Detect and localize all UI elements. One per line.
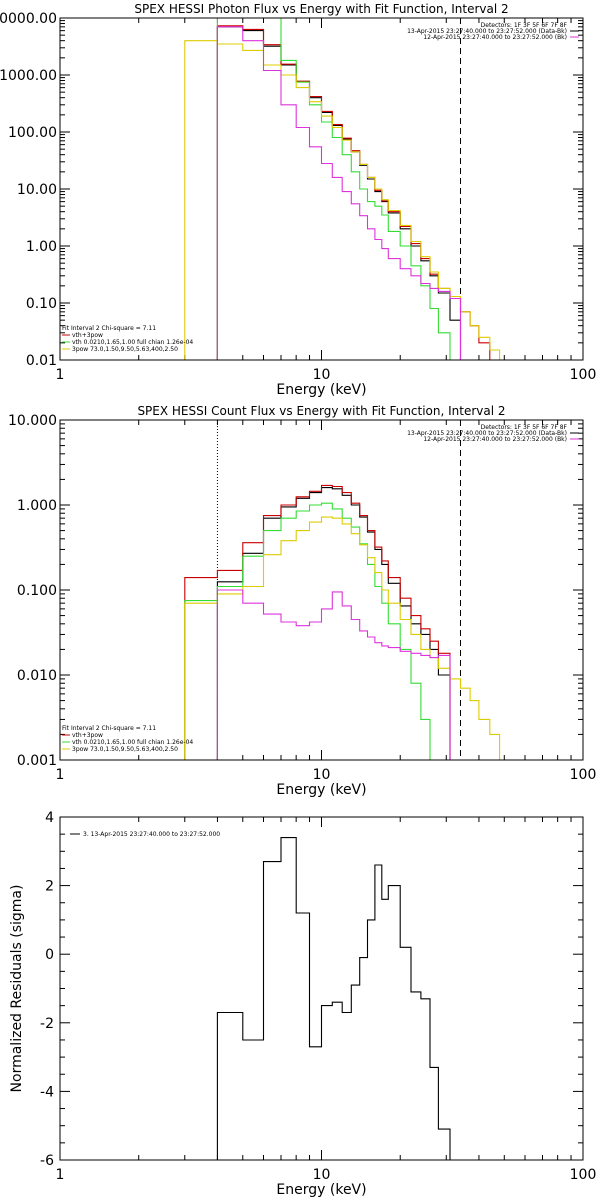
plot-frame [59,419,584,761]
chart-3: 1 10 100 Energy (keV) -6 -4 -2 0 2 4 Normalized Re… [9,810,596,1198]
legend-entry: Detectors: 1F 3F 5F 6F 7F 8F [481,424,568,431]
x-tick-label: 1 [56,367,65,383]
legend-entry: Fit Interval 2 Chi-square = 7.11 [62,725,156,732]
legend-entry: vth+3pow [72,732,103,739]
y-tick-label: -2 [40,1016,54,1032]
x-axis-label: Energy (keV) [276,1182,366,1198]
y-tick-label: -6 [40,1153,54,1169]
y-tick-label: 10000.00 [0,11,57,27]
legend-entry: vth 0.0210,1.65,1.00 full chian 1.26e-04 [72,739,193,746]
legend-entry: 3pow 73.0,1.50,9.50,5.63,400,2.50 [72,346,178,353]
y-tick-label: 4 [45,810,54,826]
x-tick-label: 1 [56,767,65,783]
series-line [216,837,462,1160]
y-tick-label: 0 [45,947,54,963]
series-line [216,18,462,360]
legend-entry: 3pow 73.0,1.50,9.50,5.63,400,2.50 [72,746,178,753]
y-tick-label: 10.000 [8,413,57,429]
y-tick-label: 0.100 [17,583,57,599]
x-tick-label: 100 [570,367,597,383]
x-tick-label: 100 [570,1167,597,1183]
y-axis-label: Normalized Residuals (sigma) [9,885,25,1093]
x-tick-label: 1 [56,1167,65,1183]
legend-entry: 13-Apr-2015 23:27:40.000 to 23:27:52.000… [407,28,567,35]
series-line [216,26,462,360]
y-tick-label: 0.01 [26,353,57,369]
y-tick-label: 0.010 [17,668,57,684]
y-tick-label: 2 [45,879,54,895]
plot-frame [59,816,584,1161]
chart-title: SPEX HESSI Photon Flux vs Energy with Fi… [134,2,508,16]
legend-entry: 3. 13-Apr-2015 23:27:40.000 to 23:27:52.… [83,831,220,838]
series-line [184,40,512,360]
legend-entry: vth 0.0210,1.65,1.00 full chian 1.26e-04 [72,339,193,346]
series-line [216,589,451,760]
y-tick-label: 10.00 [17,182,57,198]
x-axis-label: Energy (keV) [276,382,366,398]
chart-1: SPEX HESSI Photon Flux vs Energy with Fi… [0,2,596,398]
y-tick-label: 1.000 [17,498,57,514]
series-line [184,484,451,760]
legend-entry: 12-Apr-2015 23:27:40.000 to 23:27:52.000… [423,436,567,443]
legend-entry: Detectors: 1F 3F 5F 6F 7F 8F [481,22,568,29]
x-tick-label: 10 [313,367,331,383]
y-tick-label: 100.00 [8,125,57,141]
series-line [216,487,451,760]
x-axis-label: Energy (keV) [276,782,366,798]
y-tick-label: 1.00 [26,239,57,255]
y-tick-label: -4 [40,1084,54,1100]
x-tick-label: 10 [313,767,331,783]
x-tick-label: 100 [570,767,597,783]
series-line [216,25,491,360]
x-tick-label: 10 [313,1167,331,1183]
y-tick-label: 1000.00 [0,68,57,84]
chart-title: SPEX HESSI Count Flux vs Energy with Fit… [137,404,505,418]
plot-frame [59,17,584,361]
chart-2: SPEX HESSI Count Flux vs Energy with Fit… [8,404,596,798]
y-tick-label: 0.001 [17,753,57,769]
series-line [184,516,512,760]
legend-entry: vth+3pow [72,332,103,339]
legend-entry: 12-Apr-2015 23:27:40.000 to 23:27:52.000… [423,34,567,41]
series-line [216,26,462,360]
series-line [184,502,439,760]
legend-entry: Fit Interval 2 Chi-square = 7.11 [62,325,156,332]
y-tick-label: 0.10 [26,296,57,312]
legend-entry: 13-Apr-2015 23:27:40.000 to 23:27:52.000… [407,430,567,437]
